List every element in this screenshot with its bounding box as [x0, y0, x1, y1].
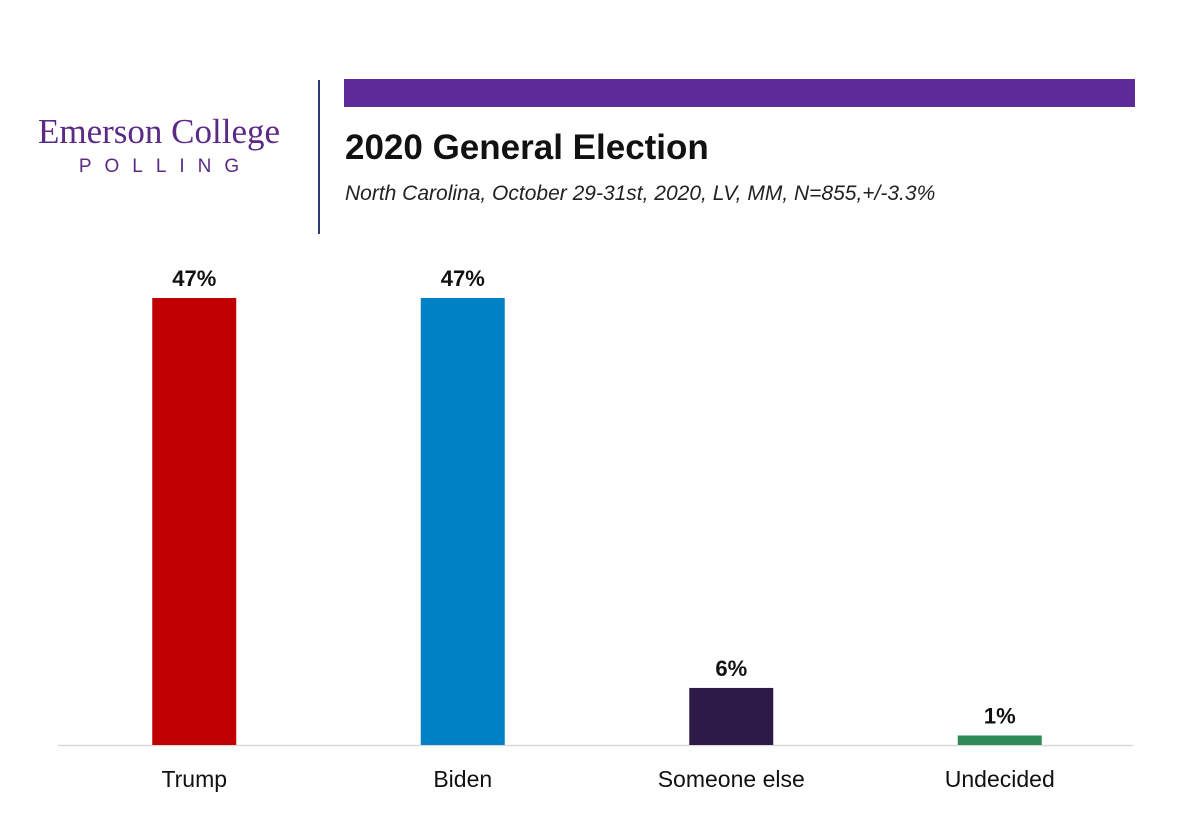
logo-brand: Emerson College — [37, 112, 281, 151]
header-divider — [318, 80, 320, 234]
data-label: 47% — [172, 266, 216, 291]
category-label: Someone else — [658, 766, 805, 792]
bar-biden — [420, 298, 505, 745]
bar-undecided — [957, 735, 1042, 745]
emerson-college-polling-logo: Emerson College POLLING — [0, 112, 318, 178]
category-label: Trump — [161, 766, 227, 792]
category-label: Biden — [433, 766, 492, 792]
category-label: Undecided — [945, 766, 1055, 792]
data-label: 1% — [984, 703, 1016, 728]
chart-subtitle: North Carolina, October 29-31st, 2020, L… — [345, 182, 936, 205]
data-label: 47% — [441, 266, 485, 291]
data-label: 6% — [715, 656, 747, 681]
chart-title: 2020 General Election — [345, 128, 709, 167]
bar-someone-else — [689, 687, 774, 745]
logo-subtitle: POLLING — [78, 156, 253, 177]
bar-trump — [152, 298, 237, 745]
accent-bar — [344, 79, 1135, 107]
